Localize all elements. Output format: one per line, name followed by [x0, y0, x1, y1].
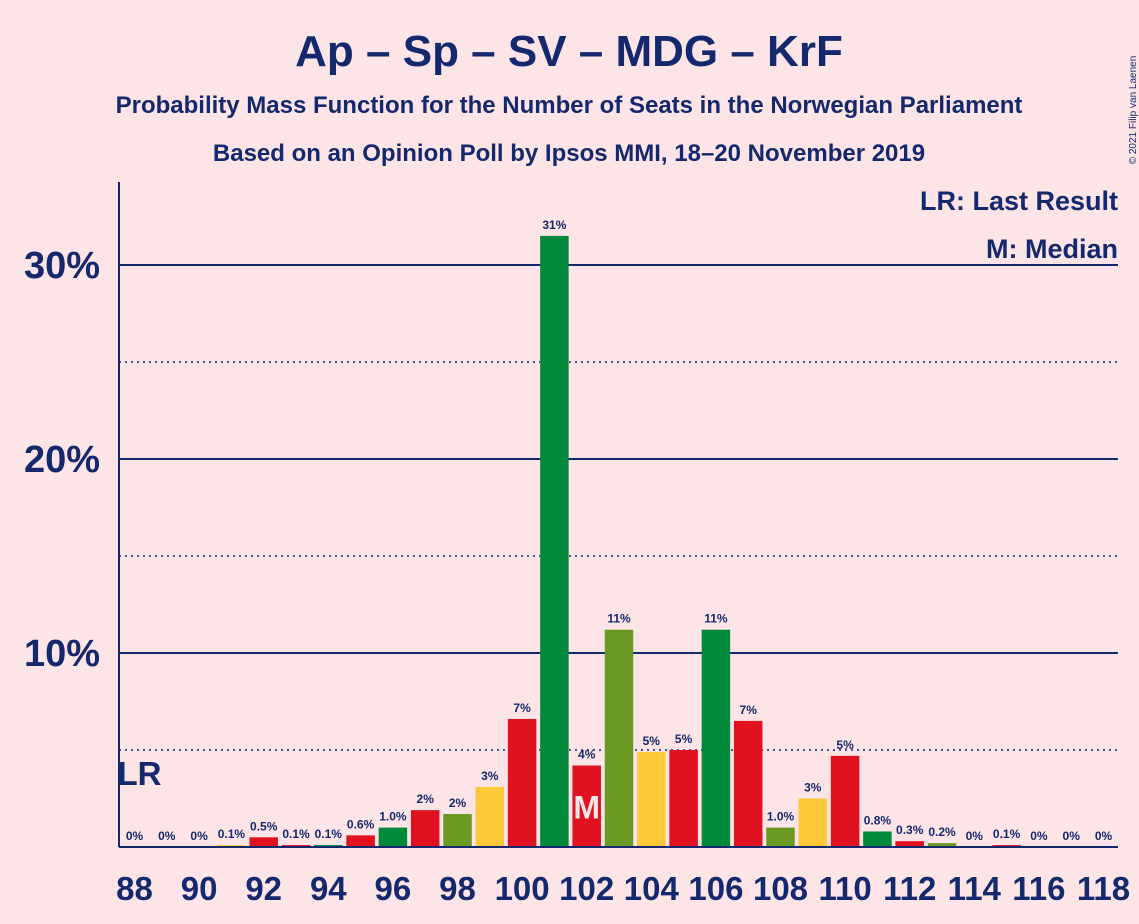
- bar-value-label: 1.0%: [379, 810, 407, 824]
- x-tick-label: 100: [495, 870, 550, 907]
- legend-last-result: LR: Last Result: [920, 186, 1118, 216]
- bar: [507, 718, 537, 847]
- bar-value-label: 5%: [675, 732, 693, 746]
- bar: [637, 751, 666, 847]
- x-tick-label: 112: [883, 870, 936, 907]
- chart-title: Ap – Sp – SV – MDG – KrF: [295, 27, 843, 76]
- bar: [830, 755, 860, 847]
- x-tick-label: 118: [1077, 870, 1130, 907]
- x-tick-label: 110: [818, 870, 871, 907]
- bar-value-label: 4%: [578, 748, 596, 762]
- bar-value-label: 0%: [1063, 829, 1081, 843]
- bar-value-label: 0.5%: [250, 819, 278, 833]
- bar: [572, 765, 601, 847]
- last-result-marker: LR: [118, 755, 162, 792]
- y-tick-label: 20%: [24, 439, 100, 481]
- bar: [895, 841, 924, 847]
- bar: [410, 810, 440, 847]
- bar: [798, 798, 828, 847]
- bar-value-label: 0.8%: [864, 813, 892, 827]
- bar: [249, 837, 278, 847]
- x-tick-label: 116: [1012, 870, 1065, 907]
- x-tick-label: 108: [753, 870, 808, 907]
- bar: [863, 831, 892, 847]
- median-marker: M: [573, 789, 600, 825]
- bar-value-label: 31%: [542, 218, 566, 232]
- bar-value-label: 0.1%: [315, 827, 343, 841]
- bar-value-label: 0.1%: [282, 827, 310, 841]
- x-tick-labels: 88 90 92 94 96 98 100 102 104 106 108 110 112 114 116 1…: [116, 870, 1130, 907]
- bar: [927, 843, 957, 847]
- y-tick-labels: 10% 20% 30%: [24, 245, 100, 675]
- x-tick-label: 102: [559, 870, 614, 907]
- bar-value-label: 0.1%: [218, 827, 246, 841]
- bar: [733, 720, 763, 847]
- bar: [766, 827, 795, 847]
- legend-median: M: Median: [986, 234, 1118, 264]
- bars-group: [217, 235, 1021, 847]
- x-tick-label: 94: [310, 870, 347, 907]
- y-tick-label: 10%: [24, 633, 100, 675]
- x-tick-label: 104: [624, 870, 680, 907]
- bar-value-label: 0.1%: [993, 827, 1021, 841]
- bar: [443, 814, 472, 847]
- bar: [378, 827, 408, 847]
- x-tick-label: 88: [116, 870, 153, 907]
- bar-value-label: 0%: [1095, 829, 1113, 843]
- bar-value-label: 0%: [126, 829, 144, 843]
- chart-subtitle: Probability Mass Function for the Number…: [116, 92, 1023, 119]
- bar-value-label: 0.3%: [896, 823, 924, 837]
- bar-value-label: 0%: [158, 829, 176, 843]
- bar-value-label: 7%: [513, 701, 531, 715]
- chart-subtitle-poll: Based on an Opinion Poll by Ipsos MMI, 1…: [213, 140, 925, 167]
- y-tick-label: 30%: [24, 245, 100, 287]
- bar-value-label: 3%: [804, 781, 822, 795]
- bar: [475, 786, 505, 847]
- x-tick-label: 96: [375, 870, 412, 907]
- bar: [540, 235, 569, 847]
- bar-value-label: 0%: [190, 829, 208, 843]
- bar: [346, 835, 375, 847]
- bar: [669, 750, 698, 847]
- bar-value-label: 0.2%: [928, 825, 956, 839]
- copyright-notice: © 2021 Filip van Laenen: [1128, 56, 1139, 165]
- bar-value-label: 5%: [836, 738, 854, 752]
- x-tick-label: 106: [688, 870, 743, 907]
- bar-value-label: 11%: [607, 612, 631, 626]
- bar-value-label: 2%: [449, 796, 467, 810]
- x-tick-label: 92: [245, 870, 282, 907]
- bar-value-label: 11%: [704, 612, 728, 626]
- bar-value-label: 0%: [966, 829, 984, 843]
- bar-value-label: 7%: [740, 703, 758, 717]
- bar-value-label: 2%: [417, 792, 435, 806]
- bar: [701, 629, 731, 847]
- bar-value-label: 1.0%: [767, 810, 795, 824]
- bar-value-label: 5%: [643, 734, 661, 748]
- bar-value-label: 0.6%: [347, 817, 375, 831]
- x-tick-label: 114: [948, 870, 1002, 907]
- bar: [604, 629, 634, 847]
- x-tick-label: 98: [439, 870, 476, 907]
- x-tick-label: 90: [181, 870, 218, 907]
- bar-value-label: 0%: [1030, 829, 1048, 843]
- bar-value-label: 3%: [481, 769, 499, 783]
- bar-labels-group: 0% 0% 0% 0.1% 0.5% 0.1% 0.1% 0.6% 1.0% 2% 2% 3% 7% 31…: [126, 218, 1113, 843]
